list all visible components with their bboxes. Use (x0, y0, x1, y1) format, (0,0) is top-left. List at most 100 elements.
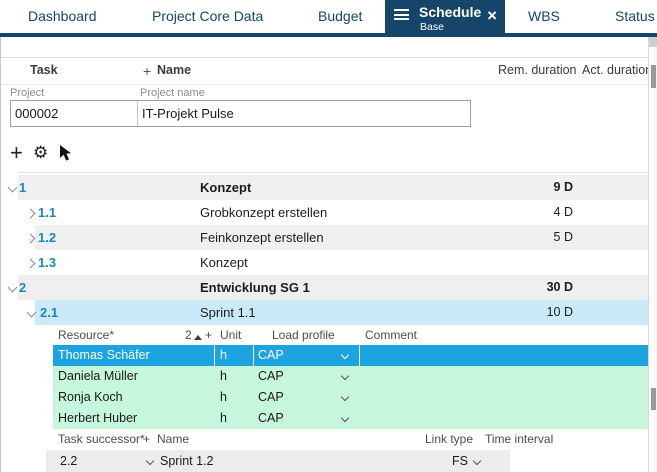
collapse-icon[interactable] (7, 182, 18, 193)
task-name: Sprint 1.1 (200, 305, 256, 320)
add-successor-icon[interactable]: + (143, 432, 151, 446)
resource-row-selected[interactable]: Thomas Schäfer h CAP (0, 345, 648, 366)
row-stripe (35, 225, 648, 250)
task-row[interactable]: 1.1 Grobkonzept erstellen 4 D (0, 200, 648, 225)
task-number: 2.1 (40, 305, 59, 320)
row-stripe (35, 300, 648, 325)
successor-task: 2.2 (60, 454, 78, 468)
tab-schedule-label: Schedule (419, 4, 482, 20)
task-rem-duration: 10 D (546, 305, 573, 319)
task-name: Grobkonzept erstellen (200, 205, 328, 220)
tab-wbs[interactable]: WBS (528, 8, 560, 24)
resource-name: Herbert Huber (58, 411, 138, 425)
row-stripe (18, 175, 648, 200)
tabbar-bottom-border (0, 33, 657, 37)
column-task-successor: Task successor* (58, 432, 145, 446)
dropdown-chevron-icon[interactable] (145, 456, 155, 466)
add-column-icon[interactable]: + (143, 63, 152, 79)
column-name: Name (157, 63, 192, 77)
task-rem-duration: 9 D (553, 180, 573, 194)
dropdown-chevron-icon[interactable] (472, 456, 482, 466)
resource-unit: h (220, 369, 227, 383)
project-code-field[interactable]: 000002 (15, 106, 59, 121)
scrollbar-track[interactable] (648, 37, 657, 472)
scrollbar-corner (649, 37, 657, 47)
expand-icon[interactable] (25, 258, 36, 269)
resource-load-profile: CAP (258, 348, 284, 362)
sort-order-badge[interactable]: 2 (185, 328, 192, 342)
tab-budget[interactable]: Budget (318, 8, 363, 24)
resource-row[interactable]: Ronja Koch h CAP (0, 387, 648, 408)
task-name: Konzept (200, 180, 252, 195)
load-profile-cell[interactable] (254, 345, 359, 366)
row-stripe (18, 275, 648, 300)
column-name: Name (157, 432, 190, 446)
comment-cell[interactable] (360, 345, 648, 366)
resource-name: Ronja Koch (58, 390, 123, 404)
resource-row[interactable]: Herbert Huber h CAP (0, 408, 648, 429)
resource-row[interactable]: Daniela Müller h CAP (0, 366, 648, 387)
add-task-icon[interactable]: + (10, 140, 23, 165)
resource-load-profile: CAP (258, 411, 284, 425)
task-name: Feinkonzept erstellen (200, 230, 324, 245)
expand-icon[interactable] (25, 208, 36, 219)
row-background (53, 408, 648, 429)
successor-name: Sprint 1.2 (160, 454, 214, 468)
tab-schedule-sublabel: Base (420, 21, 444, 33)
tree-top-divider (18, 172, 648, 173)
successor-row[interactable]: 2.2 Sprint 1.2 FS (46, 450, 510, 472)
tab-menu-icon[interactable] (394, 9, 409, 22)
task-number: 1.3 (38, 255, 57, 270)
task-row[interactable]: 1.2 Feinkonzept erstellen 5 D (0, 225, 648, 250)
project-code-label: Project (10, 87, 45, 99)
sort-ascending-icon (194, 335, 202, 340)
scrollbar-thumb[interactable] (651, 65, 656, 88)
resource-unit: h (220, 348, 227, 362)
settings-gear-icon[interactable]: ⚙ (33, 143, 49, 162)
task-rem-duration (480, 250, 573, 275)
scrollbar-thumb[interactable] (651, 388, 656, 410)
task-number: 1 (19, 180, 27, 195)
project-name-field[interactable]: IT-Projekt Pulse (137, 101, 470, 126)
task-row[interactable]: 1.3 Konzept (0, 250, 648, 275)
project-name-label: Project name (140, 87, 205, 99)
column-unit: Unit (220, 328, 242, 342)
column-link-type: Link type (425, 432, 474, 446)
task-rem-duration: 30 D (546, 280, 573, 294)
collapse-icon[interactable] (7, 282, 18, 293)
tab-bar: Dashboard Project Core Data Budget WBS S… (0, 0, 657, 37)
resource-name: Thomas Schäfer (58, 348, 150, 362)
task-name: Entwicklung SG 1 (200, 280, 310, 295)
resource-table-header: Resource* 2 + Unit Load profile Comment (0, 328, 648, 346)
task-rem-duration: 5 D (553, 230, 573, 244)
task-number: 2 (19, 280, 27, 295)
row-background (53, 366, 648, 387)
project-row: 000002 IT-Projekt Pulse (10, 100, 471, 127)
row-background (53, 387, 648, 408)
select-cursor-icon[interactable] (58, 144, 72, 162)
tab-project-core-data[interactable]: Project Core Data (152, 8, 264, 24)
successor-table-header: Task successor* + Name Link type Time in… (0, 432, 648, 450)
task-row-active[interactable]: 2.1 Sprint 1.1 10 D (0, 300, 648, 325)
tab-schedule[interactable]: Schedule × Base (385, 0, 505, 37)
column-load-profile: Load profile (272, 328, 335, 342)
task-rem-duration: 4 D (553, 205, 573, 219)
task-row[interactable]: 1 Konzept 9 D (0, 175, 648, 200)
task-number: 1.1 (38, 205, 57, 220)
unit-cell (215, 345, 253, 366)
tab-status[interactable]: Status (615, 8, 655, 24)
add-resource-icon[interactable]: + (205, 328, 213, 342)
tab-dashboard[interactable]: Dashboard (28, 8, 97, 24)
task-table-header: Task + Name Rem. duration Act. duration (0, 57, 657, 85)
resource-load-profile: CAP (258, 390, 284, 404)
resource-name: Daniela Müller (58, 369, 138, 383)
expand-icon[interactable] (25, 233, 36, 244)
close-tab-icon[interactable]: × (487, 6, 497, 25)
column-resource: Resource* (58, 328, 115, 342)
successor-link-type: FS (452, 454, 468, 468)
resource-unit: h (220, 390, 227, 404)
task-row[interactable]: 2 Entwicklung SG 1 30 D (0, 275, 648, 300)
task-name: Konzept (200, 255, 248, 270)
column-task: Task (30, 63, 58, 77)
